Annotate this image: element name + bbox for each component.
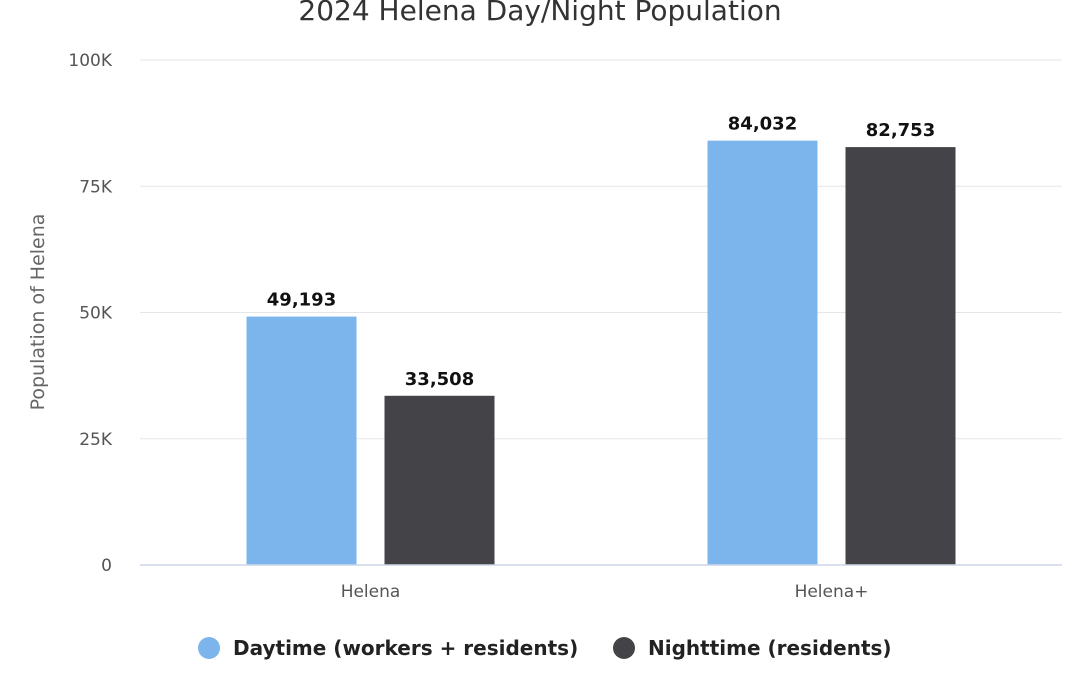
legend: Daytime (workers + residents) Nighttime (… [198,636,892,660]
bars [246,140,956,565]
legend-item-nighttime[interactable]: Nighttime (residents) [613,636,892,660]
legend-label: Nighttime (residents) [648,636,892,660]
x-axis: Helena Helena+ [140,564,1062,602]
bar-nighttime-0 [384,395,495,565]
y-tick-label: 100K [68,51,112,71]
x-tick-label: Helena [341,582,401,602]
legend-marker [613,637,635,659]
data-label: 82,753 [866,120,935,141]
data-labels: 49,193 33,508 84,032 82,753 [267,114,935,390]
bar-daytime-1 [707,140,818,565]
legend-marker [198,637,220,659]
y-axis: 0 25K 50K 75K 100K [68,51,112,576]
bar-nighttime-1 [845,147,956,565]
y-axis-title: Population of Helena [27,214,49,411]
chart-title: 2024 Helena Day/Night Population [298,0,781,27]
legend-label: Daytime (workers + residents) [233,636,578,660]
y-tick-label: 25K [79,430,113,450]
y-tick-label: 75K [79,177,113,197]
x-tick-label: Helena+ [795,582,869,602]
data-label: 49,193 [267,290,336,311]
data-label: 84,032 [728,114,797,135]
legend-item-daytime[interactable]: Daytime (workers + residents) [198,636,578,660]
y-tick-label: 50K [79,304,113,324]
y-tick-label: 0 [101,556,112,576]
bar-daytime-0 [246,316,357,565]
data-label: 33,508 [405,369,474,390]
